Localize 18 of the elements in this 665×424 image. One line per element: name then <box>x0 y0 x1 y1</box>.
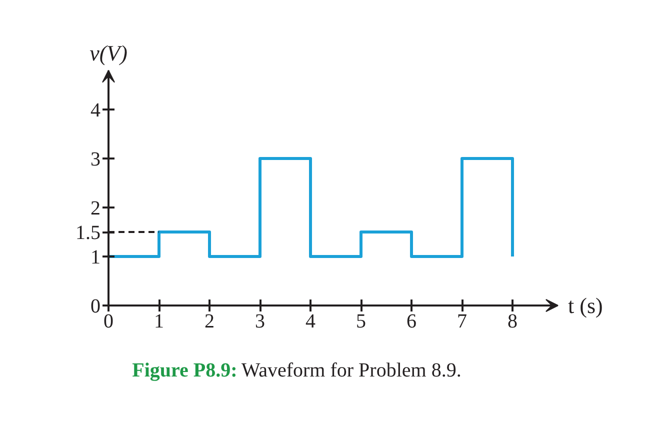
x-tick-label: 8 <box>508 310 518 332</box>
x-tick-label: 1 <box>154 310 164 332</box>
x-axis-title: t (s) <box>568 293 603 318</box>
y-tick-label: 1 <box>90 246 100 268</box>
x-tick-label: 2 <box>204 310 214 332</box>
y-tick-label: 3 <box>90 148 100 170</box>
y-tick-label: 4 <box>90 100 100 122</box>
x-tick-label: 4 <box>306 310 316 332</box>
y-axis-title: v(V) <box>90 40 128 66</box>
x-tick-label: 7 <box>457 310 467 332</box>
x-tick-label: 6 <box>406 310 416 332</box>
y-tick-label: 0 <box>90 296 100 318</box>
y-tick-label: 2 <box>90 198 100 220</box>
x-tick-label: 3 <box>255 310 265 332</box>
y-tick-label: 1.5 <box>76 222 100 244</box>
text: Waveform for Problem 8.9. <box>241 359 462 382</box>
caption: Figure P8.9: <box>132 359 238 382</box>
x-tick-label: 5 <box>356 310 366 332</box>
